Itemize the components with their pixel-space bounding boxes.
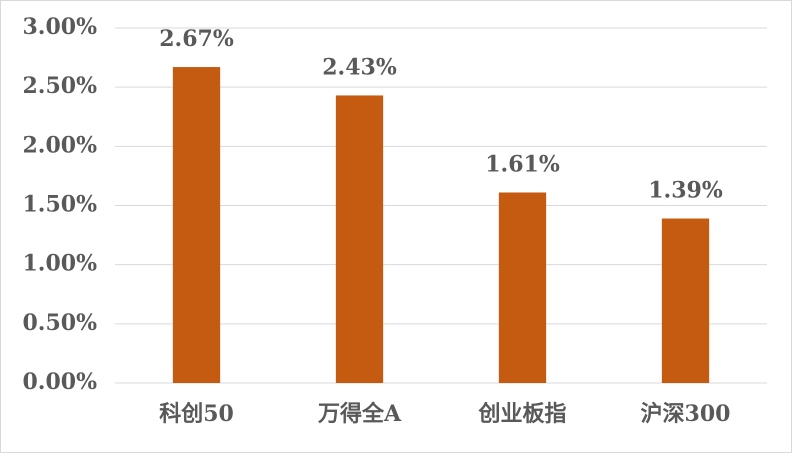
data-label: 1.61% — [485, 151, 560, 177]
y-tick-label: 0.00% — [23, 369, 98, 395]
bar — [172, 67, 221, 384]
y-tick-label: 2.00% — [23, 132, 98, 158]
x-tick-label: 万得全A — [317, 401, 402, 427]
y-tick-label: 2.50% — [23, 73, 98, 99]
y-tick-label: 0.50% — [23, 310, 98, 336]
data-label: 2.67% — [159, 26, 234, 52]
data-label: 1.39% — [648, 178, 723, 204]
x-tick-label: 沪深300 — [641, 401, 731, 427]
bar — [335, 95, 384, 383]
y-tick-label: 1.50% — [23, 192, 98, 218]
y-tick-label: 1.00% — [23, 251, 98, 277]
bar — [498, 192, 547, 383]
x-tick-label: 创业板指 — [477, 401, 566, 427]
bar — [661, 218, 710, 383]
data-label: 2.43% — [322, 54, 397, 80]
x-tick-label: 科创50 — [159, 401, 234, 427]
y-tick-label: 3.00% — [23, 14, 98, 40]
